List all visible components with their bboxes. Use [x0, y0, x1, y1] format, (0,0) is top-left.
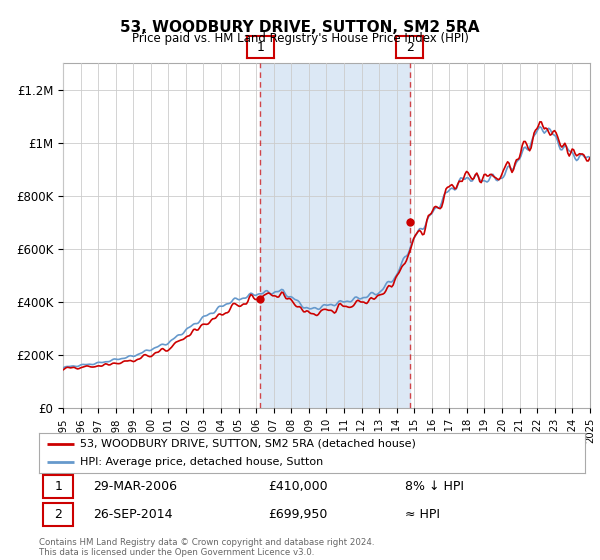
Text: £699,950: £699,950 — [268, 508, 328, 521]
Text: 8% ↓ HPI: 8% ↓ HPI — [405, 480, 464, 493]
Text: 53, WOODBURY DRIVE, SUTTON, SM2 5RA: 53, WOODBURY DRIVE, SUTTON, SM2 5RA — [120, 20, 480, 35]
FancyBboxPatch shape — [43, 475, 73, 498]
Text: 2: 2 — [54, 508, 62, 521]
Text: ≈ HPI: ≈ HPI — [405, 508, 440, 521]
Text: 1: 1 — [54, 480, 62, 493]
Text: 53, WOODBURY DRIVE, SUTTON, SM2 5RA (detached house): 53, WOODBURY DRIVE, SUTTON, SM2 5RA (det… — [80, 439, 416, 449]
Text: HPI: Average price, detached house, Sutton: HPI: Average price, detached house, Sutt… — [80, 458, 323, 467]
Text: 26-SEP-2014: 26-SEP-2014 — [94, 508, 173, 521]
FancyBboxPatch shape — [43, 503, 73, 526]
Text: Contains HM Land Registry data © Crown copyright and database right 2024.
This d: Contains HM Land Registry data © Crown c… — [39, 538, 374, 557]
Text: Price paid vs. HM Land Registry's House Price Index (HPI): Price paid vs. HM Land Registry's House … — [131, 32, 469, 45]
Text: 29-MAR-2006: 29-MAR-2006 — [94, 480, 178, 493]
Text: £410,000: £410,000 — [268, 480, 328, 493]
Text: 1: 1 — [256, 40, 265, 54]
Bar — [260, 63, 410, 408]
Text: 2: 2 — [406, 40, 413, 54]
